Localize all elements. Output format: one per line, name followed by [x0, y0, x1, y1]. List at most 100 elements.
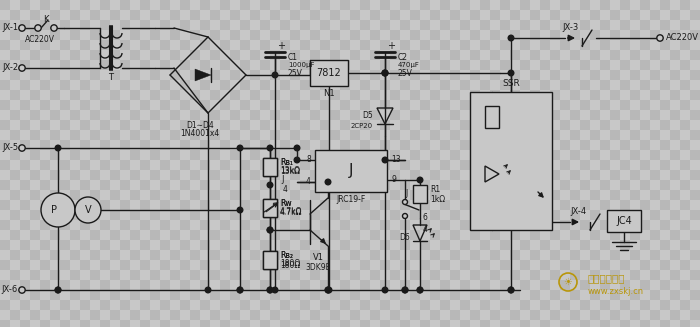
- Bar: [310, 10, 320, 20]
- Bar: [510, 170, 520, 180]
- Bar: [480, 120, 490, 130]
- Text: 13: 13: [391, 156, 400, 164]
- Bar: [530, 130, 540, 140]
- Text: SSR: SSR: [502, 79, 520, 89]
- Bar: [510, 130, 520, 140]
- Bar: [60, 320, 70, 327]
- Circle shape: [267, 182, 273, 188]
- Bar: [580, 120, 590, 130]
- Bar: [140, 240, 150, 250]
- Bar: [540, 100, 550, 110]
- Bar: [240, 80, 250, 90]
- Bar: [500, 220, 510, 230]
- Bar: [50, 250, 60, 260]
- Bar: [530, 230, 540, 240]
- Bar: [380, 180, 390, 190]
- Bar: [620, 0, 630, 10]
- Bar: [300, 140, 310, 150]
- Bar: [420, 240, 430, 250]
- Bar: [320, 100, 330, 110]
- Bar: [670, 30, 680, 40]
- Bar: [0, 100, 10, 110]
- Bar: [70, 210, 80, 220]
- Bar: [240, 40, 250, 50]
- Bar: [580, 100, 590, 110]
- Bar: [470, 210, 480, 220]
- Bar: [220, 160, 230, 170]
- Bar: [440, 180, 450, 190]
- Bar: [430, 290, 440, 300]
- Text: AC220V: AC220V: [25, 36, 55, 44]
- Bar: [30, 250, 40, 260]
- Bar: [470, 130, 480, 140]
- Bar: [40, 120, 50, 130]
- Bar: [300, 40, 310, 50]
- Bar: [160, 320, 170, 327]
- Bar: [280, 120, 290, 130]
- Text: +: +: [277, 41, 285, 51]
- Bar: [570, 190, 580, 200]
- Bar: [180, 200, 190, 210]
- Bar: [650, 90, 660, 100]
- Bar: [500, 40, 510, 50]
- Bar: [490, 30, 500, 40]
- Bar: [370, 270, 380, 280]
- Bar: [210, 310, 220, 320]
- Bar: [320, 140, 330, 150]
- Bar: [380, 60, 390, 70]
- Bar: [680, 40, 690, 50]
- Bar: [280, 40, 290, 50]
- Bar: [310, 250, 320, 260]
- Bar: [170, 10, 180, 20]
- Bar: [290, 270, 300, 280]
- Bar: [50, 230, 60, 240]
- Bar: [300, 220, 310, 230]
- Bar: [150, 50, 160, 60]
- Bar: [250, 90, 260, 100]
- Bar: [540, 200, 550, 210]
- Bar: [520, 80, 530, 90]
- Bar: [250, 30, 260, 40]
- Bar: [10, 210, 20, 220]
- Bar: [130, 110, 140, 120]
- Bar: [460, 300, 470, 310]
- Bar: [490, 310, 500, 320]
- Bar: [270, 250, 280, 260]
- Bar: [520, 160, 530, 170]
- Bar: [390, 30, 400, 40]
- Circle shape: [382, 287, 388, 293]
- Text: Rʙ₁: Rʙ₁: [280, 158, 293, 167]
- Bar: [550, 190, 560, 200]
- Bar: [660, 260, 670, 270]
- Bar: [360, 160, 370, 170]
- Bar: [180, 180, 190, 190]
- Bar: [290, 150, 300, 160]
- Bar: [460, 40, 470, 50]
- Bar: [280, 0, 290, 10]
- Circle shape: [35, 25, 41, 31]
- Bar: [460, 280, 470, 290]
- Bar: [580, 0, 590, 10]
- Bar: [140, 320, 150, 327]
- Bar: [480, 300, 490, 310]
- Bar: [690, 50, 700, 60]
- Text: 180Ω: 180Ω: [280, 261, 300, 269]
- Bar: [30, 210, 40, 220]
- Bar: [240, 160, 250, 170]
- Bar: [413, 185, 427, 203]
- Bar: [370, 170, 380, 180]
- Bar: [690, 90, 700, 100]
- Bar: [590, 50, 600, 60]
- Bar: [340, 120, 350, 130]
- Bar: [510, 50, 520, 60]
- Bar: [470, 110, 480, 120]
- Circle shape: [657, 35, 663, 41]
- Bar: [530, 90, 540, 100]
- Bar: [600, 0, 610, 10]
- Text: JX-6: JX-6: [1, 285, 18, 295]
- Bar: [670, 310, 680, 320]
- Bar: [300, 120, 310, 130]
- Bar: [30, 310, 40, 320]
- Bar: [440, 300, 450, 310]
- Bar: [650, 110, 660, 120]
